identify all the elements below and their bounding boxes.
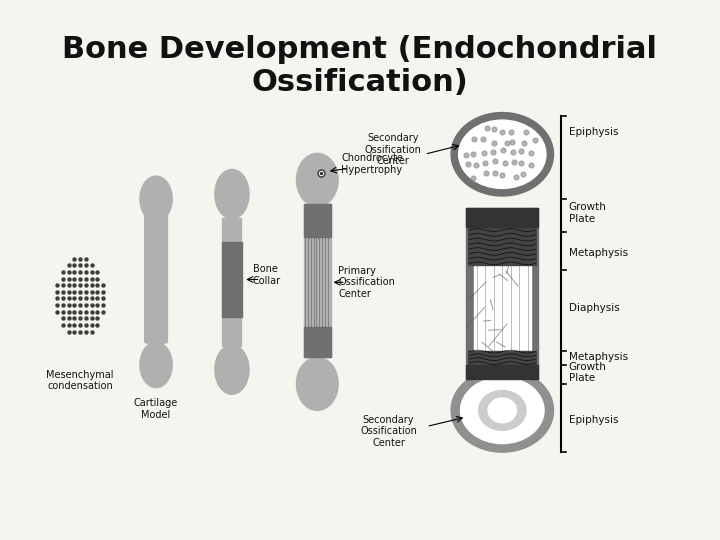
Ellipse shape <box>459 120 546 188</box>
Text: Mesenchymal
condensation: Mesenchymal condensation <box>46 369 114 391</box>
Text: Chondrocyte
Hypertrophy: Chondrocyte Hypertrophy <box>341 153 403 174</box>
Polygon shape <box>467 365 539 379</box>
Text: Epiphysis: Epiphysis <box>569 415 618 425</box>
Polygon shape <box>222 241 243 318</box>
Ellipse shape <box>297 357 338 410</box>
FancyBboxPatch shape <box>145 197 168 343</box>
Text: Cartilage
Model: Cartilage Model <box>134 398 178 420</box>
Polygon shape <box>304 204 330 237</box>
Ellipse shape <box>479 390 526 430</box>
Ellipse shape <box>461 377 544 443</box>
Text: Metaphysis: Metaphysis <box>569 352 628 362</box>
Text: Growth
Plate: Growth Plate <box>569 202 606 224</box>
Polygon shape <box>474 208 531 379</box>
Text: Bone
Collar: Bone Collar <box>253 264 281 286</box>
Text: Secondary
Ossification
Center: Secondary Ossification Center <box>360 415 417 448</box>
Ellipse shape <box>215 345 249 394</box>
Text: Growth
Plate: Growth Plate <box>569 362 606 383</box>
Ellipse shape <box>451 112 554 196</box>
Text: Primary
Ossification
Center: Primary Ossification Center <box>338 266 395 299</box>
Text: Bone Development (Endochondrial
Ossification): Bone Development (Endochondrial Ossifica… <box>63 35 657 97</box>
Ellipse shape <box>215 170 249 219</box>
Ellipse shape <box>140 342 172 388</box>
Polygon shape <box>468 227 536 265</box>
Polygon shape <box>467 208 539 227</box>
Text: Metaphysis: Metaphysis <box>569 248 628 258</box>
Text: Epiphysis: Epiphysis <box>569 127 618 138</box>
Text: Secondary
Ossification
Center: Secondary Ossification Center <box>365 133 422 166</box>
Ellipse shape <box>488 398 516 423</box>
Polygon shape <box>304 327 330 357</box>
Text: Diaphysis: Diaphysis <box>569 303 619 313</box>
Ellipse shape <box>451 369 554 452</box>
Polygon shape <box>468 350 536 365</box>
Ellipse shape <box>140 176 172 221</box>
Polygon shape <box>467 208 539 379</box>
Polygon shape <box>222 218 241 346</box>
Polygon shape <box>304 204 330 357</box>
Ellipse shape <box>297 153 338 206</box>
